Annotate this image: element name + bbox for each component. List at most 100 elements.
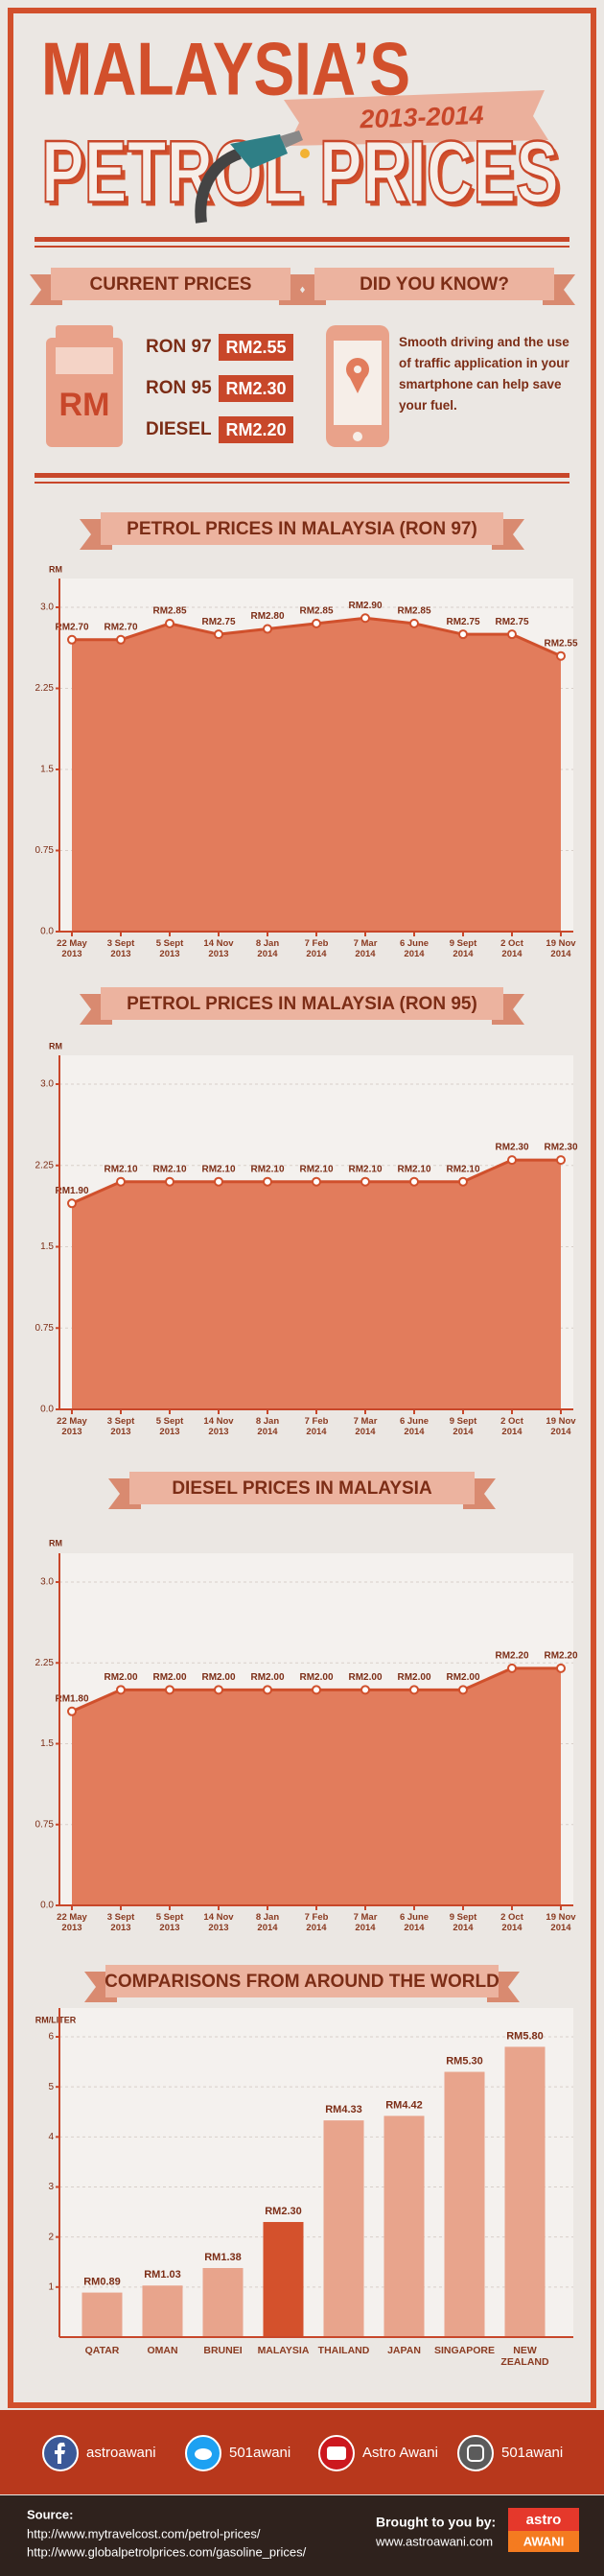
value-label: RM2.70 (104, 622, 137, 632)
divider (35, 482, 569, 484)
value-label: RM2.20 (544, 1651, 577, 1662)
point (556, 650, 566, 661)
social-band (0, 2410, 604, 2494)
y-tick-label: 6 (48, 2032, 54, 2043)
point (116, 634, 126, 645)
y-tick-label: 2.25 (35, 1160, 55, 1170)
frame (8, 8, 596, 2408)
x-tick-label: 7 Mar 2014 (353, 938, 378, 959)
x-tick-label: 7 Mar 2014 (353, 1912, 378, 1933)
value-label: RM2.10 (250, 1164, 284, 1174)
value-label: RM2.00 (152, 1672, 186, 1683)
social-handle: 501awani (229, 2445, 290, 2461)
credit-label: Brought to you by: (376, 2515, 496, 2530)
phone-pin-dot (354, 366, 361, 373)
logo-text: astro (526, 2512, 562, 2528)
y-tick-label: 0.0 (40, 1405, 54, 1415)
value-label: RM2.80 (250, 611, 284, 622)
ribbon-title: PETROL PRICES IN MALAYSIA (RON 95) (127, 994, 477, 1014)
point (409, 618, 419, 628)
value-label: RM2.70 (55, 622, 88, 632)
point (360, 613, 370, 624)
value-label: RM1.90 (55, 1186, 88, 1196)
point (312, 1176, 321, 1187)
social-handle: Astro Awani (362, 2445, 438, 2461)
x-tick-label: QATAR (84, 2345, 120, 2356)
bar (263, 2222, 304, 2337)
point (360, 1176, 370, 1187)
pump-window (56, 347, 113, 374)
price-box (219, 334, 293, 361)
point (67, 634, 77, 645)
value-label: RM2.00 (250, 1672, 284, 1683)
icon-glyph (195, 2448, 212, 2460)
x-tick-label: 5 Sept 2013 (155, 1912, 184, 1933)
point (360, 1685, 370, 1695)
fuel-price: RM2.30 (225, 379, 286, 398)
ribbon (51, 268, 290, 300)
point (312, 1685, 321, 1695)
x-tick-label: 14 Nov 2013 (203, 938, 234, 959)
value-label: RM2.75 (446, 617, 479, 627)
x-tick-label: SINGAPORE (433, 2345, 495, 2356)
y-tick-label: 3.0 (40, 1577, 54, 1588)
credit-url: www.astroawani.com (375, 2534, 493, 2548)
bar (81, 2292, 123, 2337)
area (72, 1160, 561, 1409)
y-tick-label: 3.0 (40, 603, 54, 613)
value-label: RM2.30 (544, 1143, 577, 1153)
point (556, 1663, 566, 1673)
point (263, 624, 272, 634)
ribbon (129, 1472, 475, 1504)
nozzle-hose (195, 148, 243, 224)
value-label: RM2.00 (299, 1672, 333, 1683)
value-label: RM5.30 (446, 2055, 483, 2067)
point (67, 1198, 77, 1209)
x-tick-label: 8 Jan 2014 (255, 1912, 280, 1933)
value-label: RM2.10 (104, 1164, 137, 1174)
ribbon-title: DID YOU KNOW? (360, 274, 509, 295)
x-tick-label: 7 Feb 2014 (304, 938, 329, 959)
x-tick-label: OMAN (147, 2345, 178, 2356)
value-label: RM2.85 (152, 606, 186, 617)
phone-pin-tip (348, 374, 367, 393)
value-label: RM2.00 (348, 1672, 382, 1683)
point (263, 1176, 272, 1187)
fuel-drop (300, 149, 310, 158)
value-label: RM2.85 (299, 606, 333, 617)
ribbon-title: PETROL PRICES IN MALAYSIA (RON 97) (127, 519, 477, 539)
did-you-know-text: Smooth driving and the use of traffic ap… (399, 335, 569, 413)
x-tick-label: 6 June 2014 (399, 1416, 430, 1437)
phone-button (353, 432, 362, 441)
y-tick-label: 2 (48, 2232, 54, 2242)
subtitle-shadow: PETROL PRICES (45, 127, 563, 225)
value-label: RM2.10 (446, 1164, 479, 1174)
year-ribbon (284, 90, 548, 146)
social-handle: astroawani (86, 2445, 156, 2461)
x-tick-label: 9 Sept 2014 (449, 1912, 477, 1933)
y-tick-label: 4 (48, 2132, 54, 2142)
y-tick-label: 0.75 (35, 845, 55, 856)
y-tick-label: 3.0 (40, 1079, 54, 1090)
point (263, 1685, 272, 1695)
x-tick-label: 2 Oct 2014 (500, 938, 523, 959)
y-axis-label: RM (49, 1538, 62, 1548)
x-tick-label: 19 Nov 2014 (546, 1416, 576, 1437)
y-tick-label: 2.25 (35, 1658, 55, 1668)
x-tick-label: 7 Mar 2014 (353, 1416, 378, 1437)
x-tick-label: 6 June 2014 (399, 1912, 430, 1933)
ribbon (101, 512, 503, 545)
value-label: RM5.80 (506, 2030, 544, 2042)
x-tick-label: 3 Sept 2013 (106, 1416, 135, 1437)
x-tick-label: 7 Feb 2014 (304, 1416, 329, 1437)
bar (142, 2285, 183, 2337)
x-tick-label: 8 Jan 2014 (255, 1416, 280, 1437)
logo-bottom (508, 2531, 579, 2552)
value-label: RM2.00 (446, 1672, 479, 1683)
x-tick-label: 6 June 2014 (399, 938, 430, 959)
point (214, 1685, 223, 1695)
ribbon-title: DIESEL PRICES IN MALAYSIA (172, 1478, 432, 1499)
value-label: RM2.85 (397, 606, 430, 617)
x-tick-label: 5 Sept 2013 (155, 938, 184, 959)
